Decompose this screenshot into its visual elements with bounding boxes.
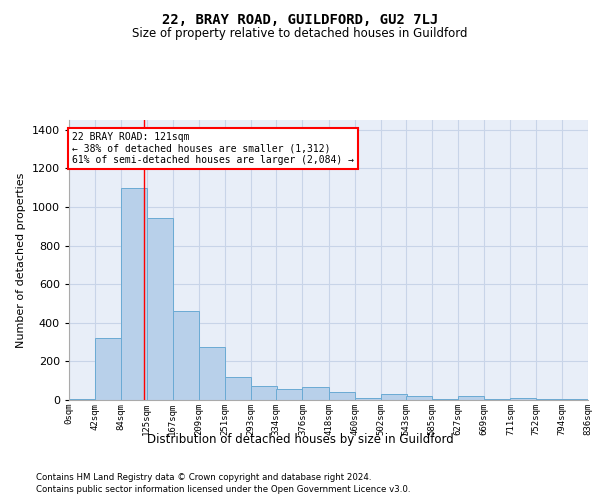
Bar — [277, 390, 302, 400]
Bar — [380, 394, 407, 400]
Y-axis label: Number of detached properties: Number of detached properties — [16, 172, 26, 348]
Text: Contains HM Land Registry data © Crown copyright and database right 2024.: Contains HM Land Registry data © Crown c… — [36, 472, 371, 482]
Bar — [355, 398, 380, 400]
Text: 22 BRAY ROAD: 121sqm
← 38% of detached houses are smaller (1,312)
61% of semi-de: 22 BRAY ROAD: 121sqm ← 38% of detached h… — [72, 132, 354, 165]
Bar — [329, 392, 355, 400]
Bar — [199, 347, 225, 400]
Bar — [432, 399, 458, 400]
Bar — [173, 311, 199, 400]
Bar — [121, 188, 147, 400]
Bar — [302, 388, 329, 400]
Bar — [251, 386, 277, 400]
Text: Contains public sector information licensed under the Open Government Licence v3: Contains public sector information licen… — [36, 485, 410, 494]
Text: 22, BRAY ROAD, GUILDFORD, GU2 7LJ: 22, BRAY ROAD, GUILDFORD, GU2 7LJ — [162, 12, 438, 26]
Bar — [69, 399, 95, 400]
Bar — [406, 396, 432, 400]
Bar — [146, 218, 173, 400]
Bar — [95, 338, 121, 400]
Bar — [458, 396, 484, 400]
Text: Size of property relative to detached houses in Guildford: Size of property relative to detached ho… — [132, 28, 468, 40]
Bar — [225, 377, 251, 400]
Text: Distribution of detached houses by size in Guildford: Distribution of detached houses by size … — [146, 432, 454, 446]
Bar — [511, 398, 536, 400]
Bar — [484, 399, 511, 400]
